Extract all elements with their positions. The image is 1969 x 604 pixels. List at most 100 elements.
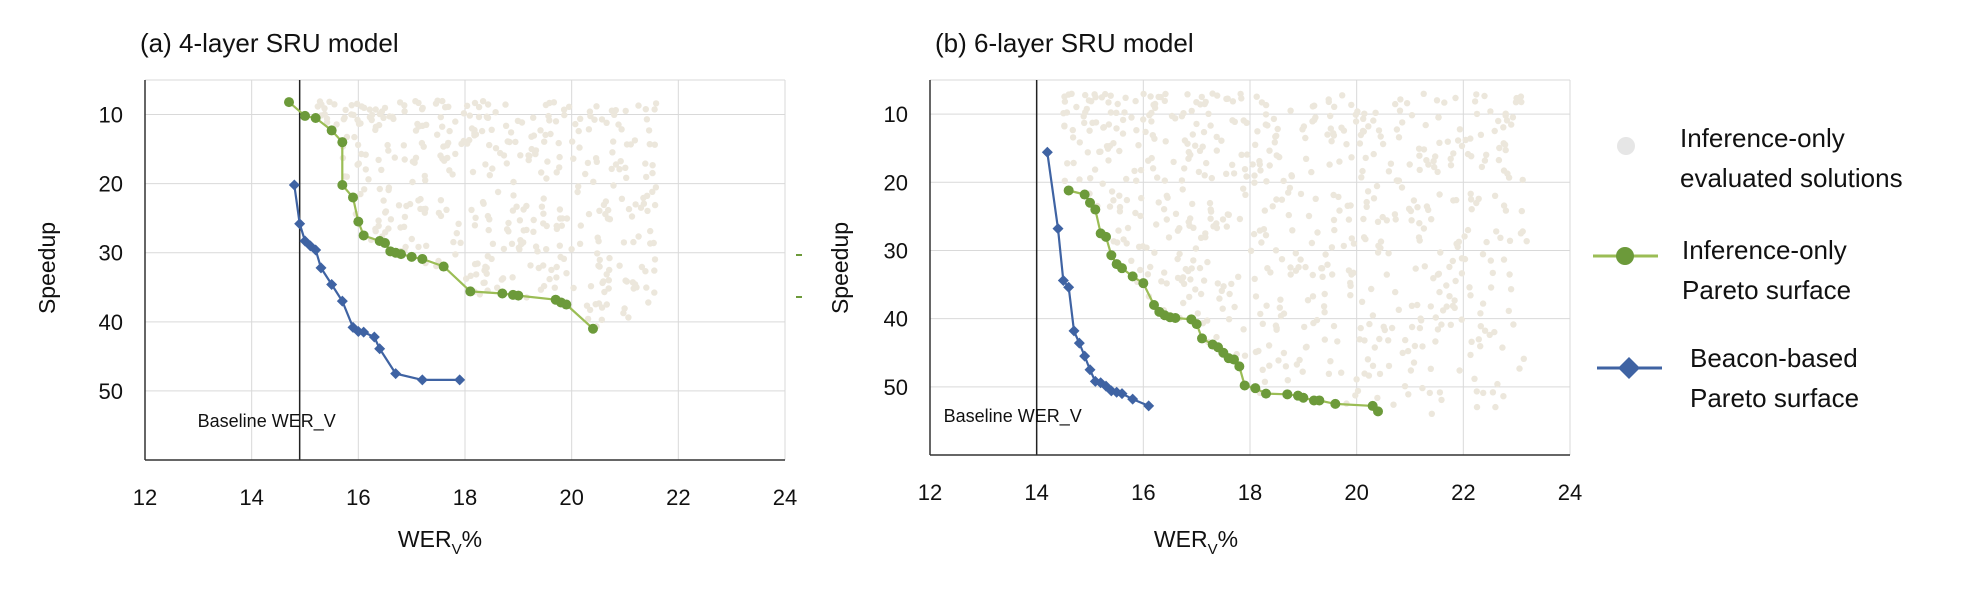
inference-only-point: [395, 202, 403, 209]
inference-only-point: [1297, 256, 1304, 263]
inference-only-point: [1422, 121, 1429, 129]
inference-only-point: [647, 227, 654, 235]
inference-only-point: [1321, 309, 1328, 316]
inference-only-point: [1478, 163, 1486, 171]
inference-only-point: [365, 176, 372, 183]
inference-only-point: [543, 222, 550, 230]
panel-b-y-axis-label: Speedup: [827, 222, 853, 314]
inference-only-point: [520, 227, 527, 234]
inference-pareto-point: [1330, 398, 1341, 409]
inference-only-point: [1500, 124, 1507, 131]
inference-only-point: [1204, 258, 1211, 266]
inference-only-point: [1240, 117, 1247, 124]
inference-only-point: [1467, 190, 1474, 197]
inference-only-point: [1430, 275, 1437, 282]
inference-only-point: [1216, 295, 1223, 302]
inference-pareto-point: [1138, 278, 1149, 289]
inference-only-point: [608, 107, 616, 114]
inference-only-point: [471, 222, 479, 229]
inference-only-point: [1371, 344, 1379, 351]
inference-only-point: [484, 101, 492, 108]
inference-only-point: [1447, 321, 1455, 328]
beacon-pareto-point: [1127, 393, 1139, 405]
inference-only-point: [1253, 93, 1260, 100]
inference-only-point: [1182, 265, 1190, 273]
inference-only-point: [622, 107, 629, 115]
beacon-pareto-point: [1079, 350, 1091, 362]
inference-only-point: [1303, 343, 1310, 350]
inference-only-point: [446, 167, 453, 174]
inference-only-point: [1252, 293, 1260, 300]
inference-only-point: [355, 160, 362, 167]
inference-pareto-point: [337, 137, 348, 148]
inference-only-point: [437, 197, 445, 204]
inference-only-point: [1329, 271, 1336, 278]
inference-only-point: [1438, 321, 1445, 328]
inference-only-point: [1178, 113, 1186, 120]
inference-pareto-point: [1170, 312, 1181, 323]
inference-only-point: [471, 126, 478, 134]
inference-only-point: [316, 98, 324, 105]
inference-only-point: [457, 239, 464, 246]
inference-only-point: [1299, 126, 1306, 133]
inference-pareto-point: [1090, 204, 1101, 215]
inference-only-point: [1149, 165, 1157, 172]
inference-only-point: [1197, 234, 1205, 241]
inference-only-point: [1450, 150, 1457, 157]
inference-pareto-point: [358, 230, 369, 241]
inference-only-point: [623, 174, 630, 181]
inference-only-point: [1365, 372, 1373, 379]
inference-only-point: [1193, 120, 1200, 128]
inference-only-point: [1132, 97, 1139, 105]
inference-only-point: [494, 188, 502, 196]
inference-only-point: [1327, 125, 1335, 132]
inference-only-point: [593, 158, 600, 165]
inference-only-point: [1432, 338, 1439, 345]
inference-only-point: [1372, 109, 1379, 117]
inference-only-point: [1467, 135, 1474, 142]
inference-only-point: [1399, 349, 1406, 357]
inference-only-point: [1324, 131, 1331, 138]
inference-only-point: [1359, 167, 1366, 175]
inference-only-point: [557, 253, 564, 261]
inference-only-point: [1161, 177, 1169, 184]
legend-label-inference-points-1: Inference-only: [1680, 123, 1845, 153]
inference-only-point: [1261, 378, 1269, 385]
inference-only-point: [640, 194, 647, 202]
inference-only-point: [1170, 158, 1177, 166]
inference-only-point: [1179, 186, 1186, 193]
inference-only-point: [1328, 138, 1335, 145]
inference-only-point: [439, 123, 446, 130]
inference-only-point: [1423, 157, 1430, 164]
inference-only-point: [540, 210, 547, 217]
inference-only-point: [1251, 179, 1258, 186]
inference-only-point: [575, 183, 582, 190]
inference-only-point: [411, 159, 418, 166]
inference-pareto-point: [1079, 189, 1090, 200]
inference-only-point: [1500, 167, 1508, 174]
inference-only-point: [1320, 303, 1328, 310]
inference-only-point: [1495, 117, 1502, 125]
inference-only-point: [631, 137, 639, 144]
inference-only-point: [1194, 310, 1202, 317]
inference-only-point: [543, 246, 550, 253]
inference-only-point: [1237, 90, 1244, 98]
inference-only-point: [1178, 177, 1186, 184]
inference-only-point: [1471, 98, 1479, 105]
inference-only-point: [591, 116, 598, 123]
inference-only-point: [1147, 263, 1154, 271]
inference-only-point: [512, 138, 519, 146]
inference-only-point: [1403, 100, 1411, 107]
inference-pareto-point: [1063, 185, 1074, 196]
inference-only-point: [643, 173, 650, 181]
inference-only-point: [1285, 189, 1292, 196]
inference-only-point: [622, 164, 629, 171]
inference-only-point: [1401, 383, 1409, 390]
inference-only-point: [323, 119, 331, 126]
inference-pareto-point: [438, 261, 449, 272]
inference-only-point: [415, 243, 422, 251]
inference-only-point: [1446, 293, 1453, 300]
inference-only-point: [378, 108, 386, 115]
inference-only-point: [1447, 162, 1455, 169]
y-tick-label: 40: [884, 307, 908, 332]
